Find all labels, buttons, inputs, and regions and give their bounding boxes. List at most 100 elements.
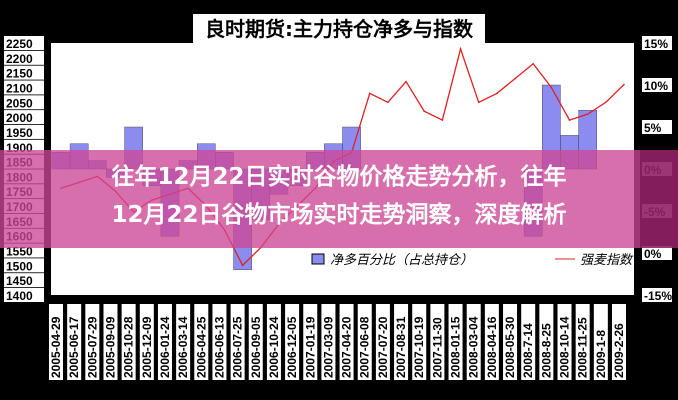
right-tick-label: 10% xyxy=(644,79,668,93)
x-tick-label: 2006-03-14 xyxy=(176,316,190,378)
left-tick-box xyxy=(4,80,44,95)
x-tick-label: 2008-05-30 xyxy=(503,316,517,378)
right-tick-box xyxy=(642,78,672,92)
left-tick-box xyxy=(4,50,44,65)
x-tick-box xyxy=(194,304,209,380)
index-point xyxy=(568,119,571,121)
x-tick-label: 2007-06-08 xyxy=(358,316,372,378)
left-tick-label: 1400 xyxy=(6,289,33,303)
x-tick-box xyxy=(49,304,63,380)
index-point xyxy=(550,86,553,89)
title-box xyxy=(193,14,485,43)
x-tick-label: 2005-10-28 xyxy=(122,316,136,378)
left-tick-box xyxy=(4,124,44,139)
x-tick-box xyxy=(394,304,409,380)
x-tick-label: 2008-10-14 xyxy=(558,316,572,378)
x-tick-box xyxy=(67,304,82,380)
index-point xyxy=(532,62,534,65)
x-tick-label: 2005-09-09 xyxy=(103,316,117,378)
x-tick-box xyxy=(539,304,554,380)
x-tick-box xyxy=(466,304,481,380)
headline-banner xyxy=(0,150,678,248)
x-tick-label: 2006-12-05 xyxy=(285,316,299,378)
legend-label-index: 强麦指数 xyxy=(580,253,634,268)
right-tick-label: 0% xyxy=(644,247,662,261)
x-tick-box xyxy=(176,304,191,380)
x-tick-label: 2006-07-25 xyxy=(231,316,245,378)
x-tick-label: 2005-07-29 xyxy=(85,316,99,378)
left-tick-box xyxy=(4,36,44,50)
index-point xyxy=(423,110,426,112)
x-tick-box xyxy=(285,304,300,380)
x-tick-box xyxy=(375,304,390,380)
x-tick-label: 2006-01-24 xyxy=(158,316,172,378)
x-tick-label: 2005-06-17 xyxy=(67,316,81,378)
x-tick-box xyxy=(357,304,372,380)
x-tick-label: 2007-07-20 xyxy=(376,316,390,378)
x-tick-box xyxy=(575,304,590,380)
left-tick-label: 2050 xyxy=(6,96,33,110)
x-tick-label: 2008-7-14 xyxy=(521,323,535,378)
left-tick-box xyxy=(4,65,44,80)
left-tick-box xyxy=(4,288,44,302)
x-tick-box xyxy=(85,304,100,380)
x-tick-label: 2005-04-29 xyxy=(49,316,63,378)
right-tick-box xyxy=(642,120,672,134)
index-point xyxy=(605,101,607,104)
x-tick-box xyxy=(230,304,245,380)
index-point xyxy=(368,92,371,95)
x-tick-label: 2006-04-25 xyxy=(194,316,208,378)
left-tick-box xyxy=(4,110,44,125)
x-tick-box xyxy=(503,304,518,380)
x-tick-label: 2007-11-30 xyxy=(430,317,444,378)
x-tick-label: 2008-04-16 xyxy=(485,316,499,378)
left-tick-box xyxy=(4,273,44,288)
index-point xyxy=(441,119,444,121)
x-tick-box xyxy=(430,304,445,380)
x-tick-box xyxy=(521,304,536,380)
headline-banner-edge xyxy=(640,150,678,248)
left-tick-label: 2150 xyxy=(6,67,33,81)
x-tick-box xyxy=(212,304,227,380)
x-tick-label: 2009-1-8 xyxy=(594,330,608,378)
headline: 往年12月22日实时谷物价格走势分析，往年 12月22日谷物市场实时走势洞察，深… xyxy=(0,158,678,234)
left-tick-box xyxy=(4,258,44,273)
x-tick-label: 2008-11-25 xyxy=(576,317,590,378)
x-tick-box xyxy=(157,304,172,380)
x-tick-box xyxy=(103,304,118,380)
headline-line-1: 往年12月22日实时谷物价格走势分析，往年 xyxy=(111,164,567,190)
x-tick-box xyxy=(303,304,318,380)
x-tick-box xyxy=(266,304,281,380)
x-tick-label: 2006-09-05 xyxy=(249,316,263,378)
x-tick-box xyxy=(557,304,572,380)
index-point xyxy=(241,264,244,267)
right-tick-box xyxy=(642,246,672,260)
index-point xyxy=(496,92,498,95)
index-point xyxy=(514,77,516,80)
x-tick-box xyxy=(593,304,608,380)
right-tick-label: -15% xyxy=(644,289,672,303)
left-tick-label: 2000 xyxy=(6,111,33,125)
x-tick-label: 2007-03-09 xyxy=(321,316,335,378)
index-point xyxy=(405,80,407,83)
x-tick-box xyxy=(612,304,626,380)
legend-swatch-net-long xyxy=(311,253,325,265)
index-point xyxy=(623,83,625,86)
left-tick-label: 1550 xyxy=(6,245,33,259)
left-tick-label: 1950 xyxy=(6,126,33,140)
x-tick-box xyxy=(321,304,336,380)
left-tick-label: 2200 xyxy=(6,52,33,66)
right-tick-label: 5% xyxy=(644,121,662,135)
index-point xyxy=(387,101,389,104)
x-tick-box xyxy=(248,304,263,380)
x-tick-label: 2007-04-20 xyxy=(340,316,354,378)
x-tick-box xyxy=(412,304,427,380)
right-tick-box xyxy=(642,36,672,50)
x-tick-box xyxy=(448,304,463,380)
left-tick-box xyxy=(4,95,44,110)
chart-title: 良时期货:主力持仓净多与指数 xyxy=(205,17,474,41)
left-tick-label: 2250 xyxy=(6,37,33,51)
x-tick-box xyxy=(484,304,499,380)
left-tick-label: 1500 xyxy=(6,259,33,273)
x-tick-label: 2006-06-13 xyxy=(212,316,226,378)
